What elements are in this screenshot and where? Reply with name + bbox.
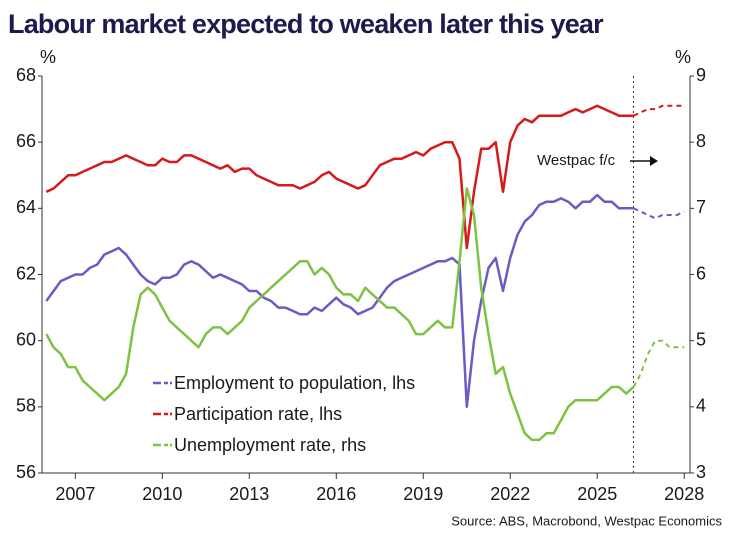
x-tick-label: 2013	[229, 484, 269, 504]
x-tick-label: 2022	[490, 484, 530, 504]
annotation: Westpac f/c	[537, 152, 616, 169]
y-axis-label: %	[40, 47, 56, 67]
legend-label: Employment to population, lhs	[174, 373, 415, 393]
x-tick-label: 2019	[403, 484, 443, 504]
y-tick-label: 66	[16, 131, 36, 151]
forecast-line	[633, 207, 685, 220]
y2-tick-label: 5	[696, 329, 706, 349]
y2-tick-label: 9	[696, 65, 706, 85]
x-tick-label: 2010	[142, 484, 182, 504]
arrow-head	[650, 156, 658, 166]
y-tick-label: 58	[16, 396, 36, 416]
series-line	[45, 193, 634, 409]
x-tick-label: 2016	[316, 484, 356, 504]
y-tick-label: 68	[16, 65, 36, 85]
legend-label: Unemployment rate, rhs	[174, 435, 366, 455]
source: Source: ABS, Macrobond, Westpac Economic…	[451, 513, 722, 528]
forecast-line	[632, 339, 685, 388]
y2-axis-label: %	[675, 47, 691, 67]
series-line	[45, 104, 634, 250]
y2-tick-label: 6	[696, 263, 706, 283]
y-tick-label: 56	[16, 462, 36, 482]
x-tick-label: 2028	[664, 484, 704, 504]
y2-tick-label: 8	[696, 131, 706, 151]
x-tick-label: 2025	[577, 484, 617, 504]
y-tick-label: 60	[16, 329, 36, 349]
y2-tick-label: 4	[696, 396, 706, 416]
series-line	[45, 187, 635, 442]
forecast-line	[633, 104, 685, 117]
chart-title: Labour market expected to weaken later t…	[8, 9, 604, 39]
y2-tick-label: 3	[696, 462, 706, 482]
legend-label: Participation rate, lhs	[174, 404, 342, 424]
y-tick-label: 64	[16, 197, 36, 217]
y2-tick-label: 7	[696, 197, 706, 217]
y-tick-label: 62	[16, 263, 36, 283]
x-tick-label: 2007	[55, 484, 95, 504]
